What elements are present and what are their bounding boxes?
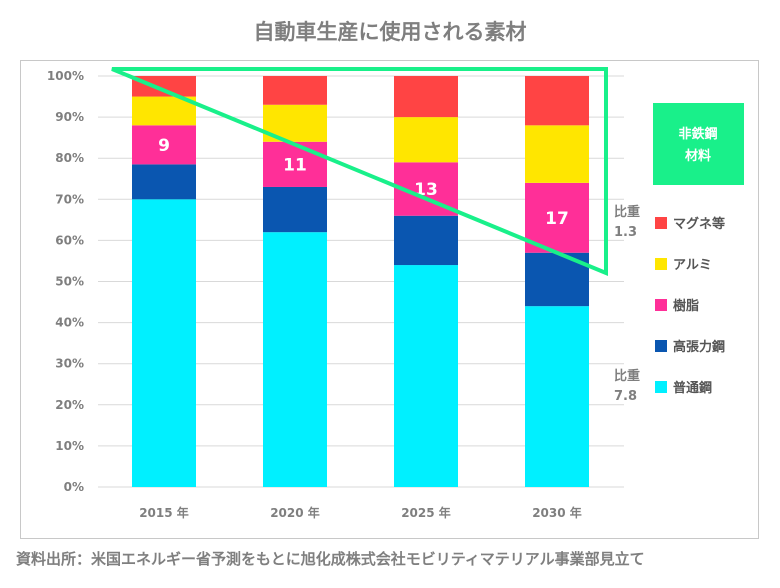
source-note: 資料出所：米国エネルギー省予測をもとに旭化成株式会社モビリティマテリアル事業部見… [16, 550, 645, 568]
density-lower-label: 比重 [614, 368, 640, 384]
bar-segment [263, 76, 327, 105]
legend-label: 普通鋼 [673, 380, 712, 396]
legend-label: 樹脂 [673, 298, 699, 314]
y-tick-label: 80% [55, 151, 84, 165]
y-tick-label: 30% [55, 357, 84, 371]
nonferrous-label: 非鉄鋼 [678, 126, 717, 142]
chart-title: 自動車生産に使用される素材 [253, 20, 527, 44]
y-tick-label: 20% [55, 398, 84, 412]
y-tick-label: 90% [55, 110, 84, 124]
bar-segment [394, 76, 458, 118]
nonferrous-label: 材料 [685, 148, 711, 164]
legend-swatch [655, 299, 667, 311]
bar-segment [525, 76, 589, 126]
x-tick-label: 2015 年 [139, 505, 189, 520]
legend-swatch [655, 217, 667, 229]
bar-segment [394, 117, 458, 163]
bar-data-label: 17 [545, 209, 569, 229]
legend-label: マグネ等 [673, 216, 725, 232]
density-lower-value: 7.8 [614, 389, 637, 404]
bar-segment [525, 182, 589, 253]
x-tick-label: 2020 年 [270, 505, 320, 520]
bar-segment [525, 125, 589, 183]
bar-segment [394, 265, 458, 487]
legend-swatch [655, 258, 667, 270]
density-upper-label: 比重 [614, 204, 640, 220]
x-tick-label: 2025 年 [401, 505, 451, 520]
bar-data-label: 9 [158, 136, 170, 156]
bar-data-label: 11 [283, 155, 307, 175]
legend-swatch [655, 381, 667, 393]
y-tick-label: 100% [47, 69, 84, 83]
y-tick-label: 0% [64, 480, 84, 494]
nonferrous-box [653, 103, 744, 185]
trend-triangle [111, 67, 608, 276]
y-tick-label: 50% [55, 275, 84, 289]
x-tick-label: 2030 年 [532, 505, 582, 520]
bar-segment [132, 125, 196, 165]
bar-segment [525, 306, 589, 487]
bar-segment [263, 186, 327, 233]
bar-segment [132, 76, 196, 97]
legend-label: 高張力鋼 [673, 339, 725, 355]
density-upper-value: 1.3 [614, 225, 637, 240]
y-tick-label: 70% [55, 192, 84, 206]
bar-segment [263, 141, 327, 187]
bar-segment [263, 232, 327, 487]
bar-segment [132, 164, 196, 200]
y-tick-label: 60% [55, 233, 84, 247]
bar-segment [132, 199, 196, 488]
y-tick-label: 40% [55, 316, 84, 330]
bar-segment [394, 215, 458, 266]
chart-frame [20, 60, 759, 539]
y-tick-label: 10% [55, 439, 84, 453]
legend-swatch [655, 340, 667, 352]
legend-label: アルミ [673, 258, 712, 273]
